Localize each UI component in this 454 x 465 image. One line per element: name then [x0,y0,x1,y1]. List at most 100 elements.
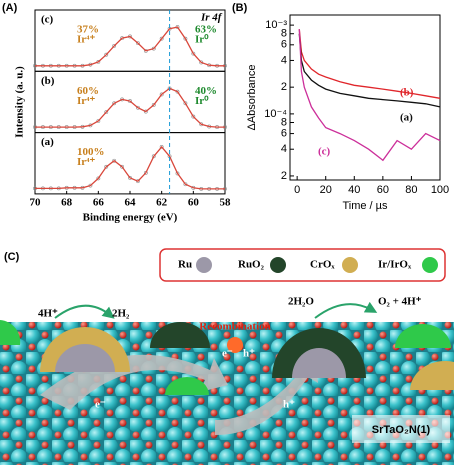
y-tick-label: 10⁻⁴ [264,108,287,120]
panel-label: (A) [2,2,18,14]
ir4-percent: 60% [77,85,99,97]
panel-label: (C) [4,251,20,263]
small-electron: e⁻ [222,348,233,360]
y-tick-label: 4 [281,143,287,155]
crox-particle [410,360,454,390]
recombination-site [227,337,243,353]
decay-line [298,29,441,162]
left-product: 2H₂ [112,308,130,320]
y-tick-label: 2 [281,81,287,93]
legend-swatch [270,257,286,273]
chart-title: Ir 4f [200,12,223,24]
y-axis-label: ΔAbsorbance [246,64,258,130]
subplot-frame [34,132,226,195]
left-reactant: 4H⁺ [38,308,58,320]
legend-label: RuO₂ [238,259,265,271]
ir-particle [165,377,209,395]
ir4-label: Ir⁴⁺ [77,156,95,168]
data-point [112,101,117,106]
fit-envelope [35,26,225,67]
legend-label: Ir/IrOₓ [378,259,412,271]
legend-swatch [342,257,358,273]
y-tick-label: 10⁻³ [265,19,287,31]
data-point [159,92,164,97]
ir4-percent: 37% [77,24,99,36]
data-point [96,176,101,181]
x-tick-label: 62 [156,196,168,208]
data-point [96,119,101,123]
data-point [112,158,117,163]
decay-line [298,33,441,108]
ir-particle [395,324,451,348]
electron: e⁻ [95,399,106,411]
subplot-label: (c) [41,14,54,26]
ir0-percent: 63% [195,24,217,36]
ru-core [55,344,115,372]
data-point [143,170,148,175]
data-point [104,52,109,57]
recombination: Recombination [199,321,271,333]
x-axis-label: Binding energy (eV) [83,211,178,223]
data-point [120,164,124,169]
right-product: O₂ + 4H⁺ [378,296,422,308]
small-hole: h⁺ [243,348,255,360]
data-point [136,105,140,110]
series-label: (a) [400,112,413,124]
x-tick-label: 60 [377,184,389,196]
data-point [128,175,132,180]
y-tick-label: 2 [281,170,287,182]
data-point [151,103,156,107]
decay-line [298,29,441,99]
ir0-label: Ir⁰ [195,95,209,107]
right-reactant: 2H₂O [288,296,314,308]
substrate: SrTaO₂N(1) [372,424,431,436]
y-tick-label: 8 [281,116,287,128]
ru-core [292,348,346,378]
x-tick-label: 68 [61,196,73,208]
x-tick-label: 0 [294,184,300,196]
x-tick-label: 58 [220,196,232,208]
ir0-percent: 40% [195,85,217,97]
data-point [112,43,117,48]
data-point [159,36,164,41]
x-tick-label: 70 [30,196,42,208]
y-tick-label: 6 [281,39,287,51]
ir0-label: Ir⁰ [195,34,209,46]
data-point [136,41,140,45]
legend-label: Ru [178,259,192,271]
x-tick-label: 20 [320,184,332,196]
ir4-label: Ir⁴⁺ [77,95,95,107]
reduction-arrow [54,304,115,319]
ir-particle [0,320,21,345]
data-point [183,101,188,106]
legend-box [159,248,446,282]
subplot-label: (a) [41,136,54,148]
x-axis-label: Time / µs [342,200,388,212]
y-tick-label: 8 [281,28,287,40]
diagram [0,248,454,465]
x-tick-label: 60 [188,196,200,208]
x-tick-label: 64 [125,196,137,208]
data-point [104,164,109,169]
data-point [191,114,196,119]
ir4-percent: 100% [77,146,105,158]
y-tick-label: 4 [281,54,287,66]
legend-swatch [422,257,438,273]
substrate-label-box [352,415,450,443]
y-tick-label: 6 [281,127,287,139]
data-point [175,171,180,176]
data-point [191,51,196,56]
x-tick-label: 100 [431,184,449,196]
fit-envelope [35,87,225,128]
hole: h⁺ [283,399,295,411]
oxidation-arrow [314,301,378,319]
ruo2-particle [150,322,210,348]
data-point [159,144,164,149]
y-axis-label: Intensity (a. u.) [14,66,26,138]
legend-label: CrOₓ [310,259,335,271]
x-tick-label: 66 [93,196,105,208]
data-point [104,110,109,115]
series-label: (c) [318,146,331,158]
fit-envelope [35,145,225,190]
